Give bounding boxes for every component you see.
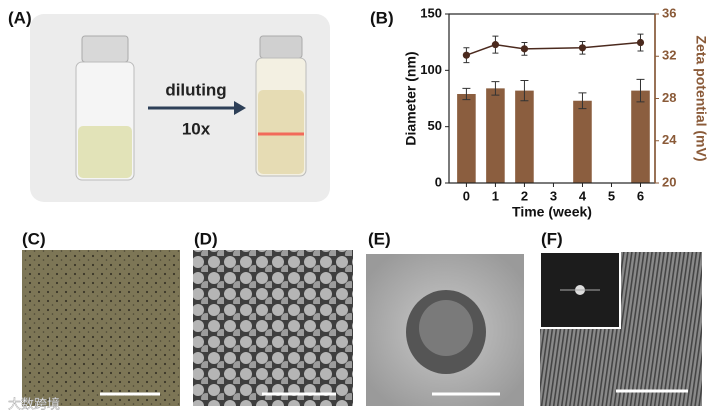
x-axis-title: Time (week)	[512, 204, 592, 220]
photo-a	[30, 14, 330, 202]
micrograph-d	[193, 250, 353, 406]
y-tick-label: 100	[420, 62, 442, 77]
error-bar	[520, 79, 529, 102]
y2-tick-label: 24	[662, 132, 677, 147]
point	[491, 41, 500, 49]
arrow-text: diluting	[165, 80, 226, 99]
panel-label: (A)	[8, 8, 32, 27]
bar	[515, 90, 534, 183]
point	[462, 51, 471, 59]
panel-label: (E)	[368, 229, 391, 248]
panel-label: (F)	[541, 229, 563, 248]
point	[636, 38, 645, 47]
error-bar	[491, 81, 500, 96]
x-tick-label: 6	[637, 188, 644, 203]
panel-label: (C)	[22, 229, 46, 248]
bar	[573, 100, 592, 183]
chart-b: 0 50 100 150 20 24 28 32 36 0 1 2 3 4 5 6 Time (week) Dia…	[403, 5, 710, 219]
dilution-factor: 10x	[182, 119, 211, 138]
micrograph-e	[366, 254, 524, 406]
x-tick-label: 2	[521, 188, 528, 203]
watermark: 大数跨境	[8, 396, 60, 411]
x-tick-label: 5	[608, 188, 615, 203]
y-tick-label: 150	[420, 5, 442, 20]
bar	[486, 88, 505, 183]
micrograph-c	[22, 250, 180, 406]
point	[578, 44, 587, 52]
y2-tick-label: 32	[662, 48, 676, 63]
x-tick-label: 1	[492, 188, 499, 203]
error-bar	[462, 87, 471, 101]
micrograph-f	[539, 251, 702, 406]
y2-axis-title: Zeta potential (mV)	[693, 35, 709, 161]
y2-tick-label: 28	[662, 90, 676, 105]
x-tick-label: 3	[550, 188, 557, 203]
bar	[457, 93, 476, 183]
panel-label: (D)	[194, 229, 218, 248]
bar	[631, 90, 650, 183]
error-bar	[636, 78, 645, 103]
panel-label: (B)	[370, 8, 394, 27]
y2-tick-label: 36	[662, 5, 676, 20]
y2-tick-label: 20	[662, 174, 676, 189]
x-tick-label: 0	[463, 188, 470, 203]
plot-frame	[448, 13, 656, 184]
point	[520, 45, 529, 53]
y-tick-label: 50	[428, 118, 442, 133]
y-tick-label: 0	[435, 174, 442, 189]
error-bar	[578, 92, 587, 110]
y-axis-title: Diameter (nm)	[403, 51, 419, 145]
x-tick-label: 4	[579, 188, 587, 203]
